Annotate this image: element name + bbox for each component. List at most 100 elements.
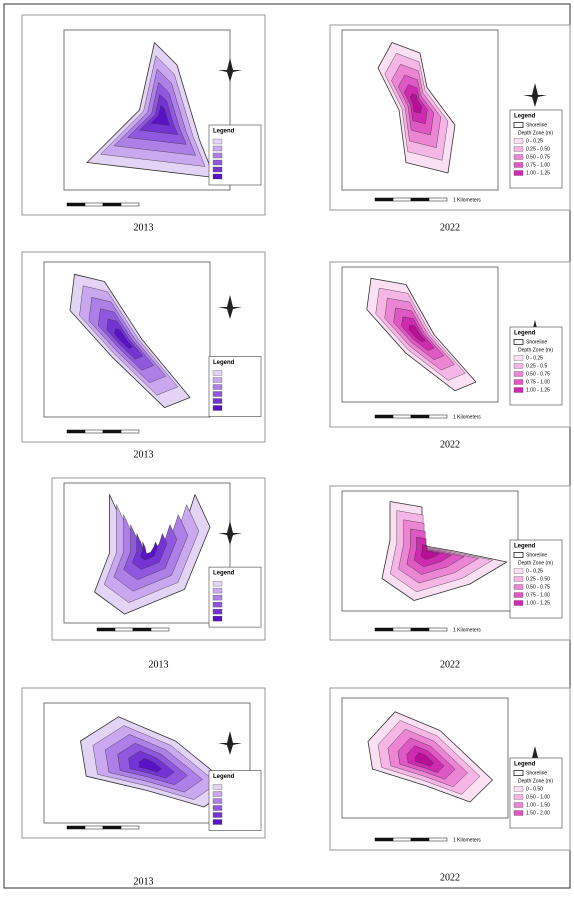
legend-swatch [213, 785, 222, 790]
scale-bar [133, 628, 151, 631]
scale-bar [67, 826, 85, 829]
scale-bar [375, 628, 393, 631]
legend-swatch [514, 577, 523, 582]
legend-swatch [213, 581, 222, 586]
scale-bar [85, 826, 103, 829]
legend-swatch [213, 160, 222, 165]
legend-swatch [514, 569, 523, 574]
legend-label: 0.25 - 0.5 [526, 363, 547, 369]
legend-swatch [213, 609, 222, 614]
scale-bar [393, 838, 411, 841]
legend-swatch [213, 139, 222, 144]
legend-swatch [514, 787, 523, 792]
legend-label: 1.00 - 1.25 [526, 387, 550, 393]
legend-label: 0 - 0.25 [526, 355, 543, 361]
scale-bar [103, 826, 121, 829]
map-caption: 2022 [440, 659, 460, 670]
legend-swatch [514, 388, 523, 393]
legend-swatch [213, 806, 222, 811]
map-caption: 2013 [134, 449, 154, 460]
legend-label: 0 - 0.50 [526, 786, 543, 792]
scale-bar [393, 415, 411, 418]
legend-swatch [213, 153, 222, 158]
scale-bar [429, 198, 447, 201]
scale-bar [103, 430, 121, 433]
scale-bar [67, 203, 85, 206]
scale-bar [411, 838, 429, 841]
scale-bar [411, 198, 429, 201]
scale-bar [151, 628, 169, 631]
legend-label: Shoreline [526, 552, 547, 558]
legend-swatch [514, 155, 523, 160]
legend-swatch [213, 792, 222, 797]
legend-label: 1.00 - 1.25 [526, 170, 550, 176]
legend-label: Depth Zone (m) [518, 778, 553, 784]
figure: Legend 2013 1 Kilometers Legend Shoreline Dep… [0, 0, 574, 892]
legend-swatch [213, 813, 222, 818]
legend-swatch [213, 146, 222, 151]
legend-swatch [514, 795, 523, 800]
legend-swatch [514, 372, 523, 377]
scale-bar [411, 628, 429, 631]
legend-label: 0.75 - 1.00 [526, 592, 550, 598]
legend-swatch [514, 593, 523, 598]
legend-swatch [213, 616, 222, 621]
scale-label: 1 Kilometers [453, 414, 481, 420]
legend-swatch [213, 392, 222, 397]
legend-label: 0.75 - 1.00 [526, 379, 550, 385]
map-caption: 2022 [440, 872, 460, 883]
legend-label: Depth Zone (m) [518, 347, 553, 353]
legend-title: Legend [514, 331, 536, 337]
legend-label: Depth Zone (m) [518, 130, 553, 136]
scale-bar [121, 203, 139, 206]
legend-swatch [213, 174, 222, 179]
scale-bar [429, 838, 447, 841]
legend-label: 0.50 - 0.75 [526, 584, 550, 590]
legend-swatch [514, 811, 523, 816]
map-caption: 2013 [134, 222, 154, 233]
legend-swatch [514, 380, 523, 385]
legend-swatch [213, 399, 222, 404]
legend-swatch [514, 601, 523, 606]
scale-bar [429, 415, 447, 418]
legend-label: 0 - 0.25 [526, 138, 543, 144]
legend-swatch [213, 167, 222, 172]
legend-swatch [514, 139, 523, 144]
legend-swatch [213, 378, 222, 383]
legend-title: Legend [213, 360, 235, 366]
legend-title: Legend [514, 544, 536, 550]
scale-bar [375, 415, 393, 418]
legend-label: 0.50 - 0.75 [526, 154, 550, 160]
legend-swatch [213, 588, 222, 593]
legend-label: 0.25 - 0.50 [526, 146, 550, 152]
scale-bar [375, 198, 393, 201]
legend-swatch [514, 803, 523, 808]
map-caption: 2013 [134, 876, 154, 887]
legend-swatch [213, 602, 222, 607]
legend-swatch [514, 340, 523, 345]
legend-label: Depth Zone (m) [518, 560, 553, 566]
scale-label: 1 Kilometers [453, 197, 481, 203]
scale-bar [429, 628, 447, 631]
map-caption: 2022 [440, 439, 460, 450]
legend-label: 0.50 - 0.75 [526, 371, 550, 377]
legend-swatch [213, 385, 222, 390]
legend-swatch [514, 364, 523, 369]
legend-label: 1.00 - 1.25 [526, 600, 550, 606]
legend-title: Legend [213, 129, 235, 135]
legend-title: Legend [213, 774, 235, 780]
legend-label: 1.00 - 1.50 [526, 802, 550, 808]
scale-bar [121, 826, 139, 829]
legend-label: 0.50 - 1.00 [526, 794, 550, 800]
legend-swatch [213, 820, 222, 825]
legend-swatch [514, 147, 523, 152]
legend-swatch [213, 406, 222, 411]
legend-swatch [213, 595, 222, 600]
scale-bar [103, 203, 121, 206]
legend-swatch [514, 356, 523, 361]
legend-label: Shoreline [526, 770, 547, 776]
legend-swatch [213, 799, 222, 804]
scale-bar [375, 838, 393, 841]
scale-label: 1 Kilometers [453, 627, 481, 633]
scale-bar [85, 203, 103, 206]
